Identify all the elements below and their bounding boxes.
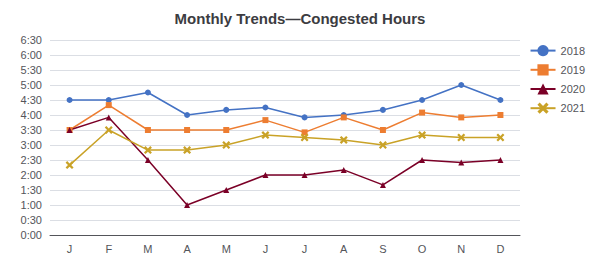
svg-text:J: J — [67, 243, 73, 255]
svg-text:2021: 2021 — [561, 102, 585, 114]
svg-text:2018: 2018 — [561, 45, 585, 57]
svg-text:F: F — [105, 243, 112, 255]
svg-text:1:30: 1:30 — [21, 184, 42, 196]
svg-text:A: A — [183, 243, 191, 255]
svg-text:3:00: 3:00 — [21, 139, 42, 151]
svg-text:M: M — [222, 243, 231, 255]
svg-text:J: J — [302, 243, 308, 255]
svg-text:2020: 2020 — [561, 83, 585, 95]
svg-text:3:30: 3:30 — [21, 124, 42, 136]
svg-text:6:00: 6:00 — [21, 49, 42, 61]
svg-text:2:30: 2:30 — [21, 154, 42, 166]
svg-text:0:00: 0:00 — [21, 229, 42, 241]
svg-text:2019: 2019 — [561, 64, 585, 76]
svg-text:M: M — [143, 243, 152, 255]
svg-text:4:00: 4:00 — [21, 109, 42, 121]
svg-text:5:00: 5:00 — [21, 79, 42, 91]
svg-text:S: S — [379, 243, 386, 255]
svg-text:N: N — [457, 243, 465, 255]
svg-text:Monthly Trends—Congested Hours: Monthly Trends—Congested Hours — [175, 10, 426, 27]
svg-text:O: O — [418, 243, 427, 255]
svg-text:J: J — [263, 243, 269, 255]
svg-text:4:30: 4:30 — [21, 94, 42, 106]
svg-text:A: A — [340, 243, 348, 255]
svg-text:D: D — [496, 243, 504, 255]
svg-text:1:00: 1:00 — [21, 199, 42, 211]
svg-text:0:30: 0:30 — [21, 214, 42, 226]
svg-text:2:00: 2:00 — [21, 169, 42, 181]
svg-text:5:30: 5:30 — [21, 64, 42, 76]
svg-text:6:30: 6:30 — [21, 34, 42, 46]
